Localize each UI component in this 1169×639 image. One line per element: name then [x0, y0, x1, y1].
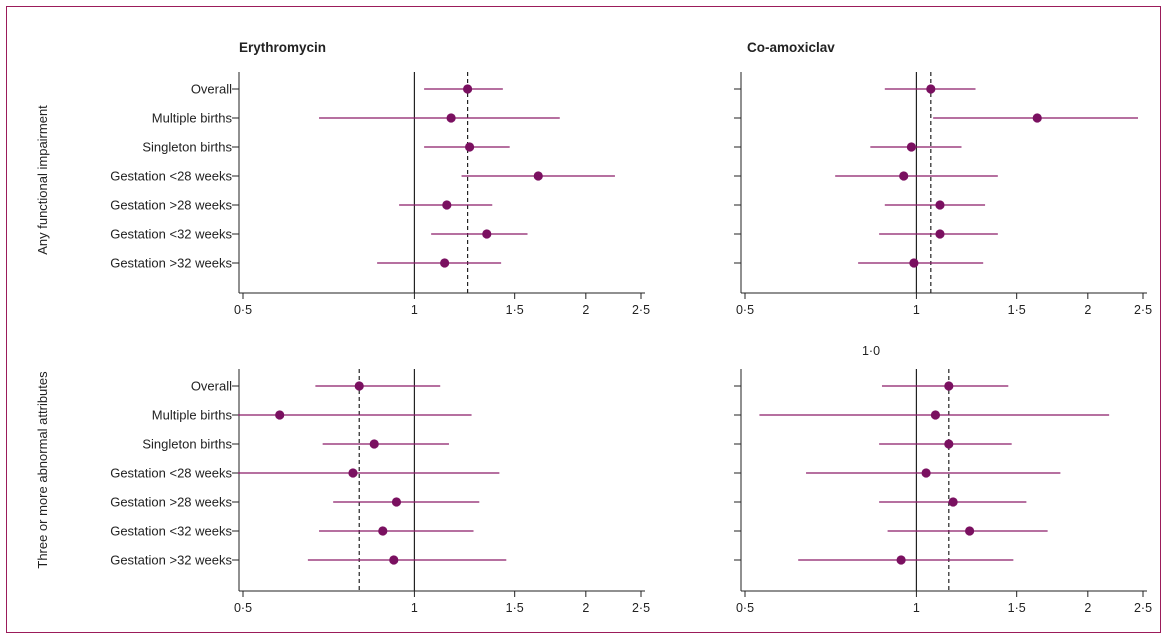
point-estimate [944, 381, 954, 391]
x-tick-label: 1 [411, 601, 418, 615]
x-tick-label: 1·5 [1008, 601, 1026, 615]
point-estimate [921, 468, 931, 478]
x-tick-label: 1 [913, 303, 920, 317]
x-tick-label: 0·5 [736, 601, 754, 615]
point-estimate [442, 200, 452, 210]
x-tick-label: 0·5 [234, 303, 252, 317]
point-estimate [899, 171, 909, 181]
point-estimate [446, 113, 456, 123]
x-tick-label: 2·5 [1134, 303, 1152, 317]
point-estimate [378, 526, 388, 536]
category-label: Overall [191, 82, 232, 97]
point-estimate [909, 258, 919, 268]
x-tick-label: 2 [1084, 601, 1091, 615]
point-estimate [906, 142, 917, 152]
x-tick-label: 1·5 [1008, 303, 1026, 317]
category-label: Multiple births [152, 408, 233, 423]
point-estimate [389, 555, 399, 565]
category-label: Gestation <28 weeks [110, 466, 232, 481]
point-estimate [275, 410, 285, 420]
x-tick-label: 1·5 [506, 303, 524, 317]
category-label: Gestation >28 weeks [110, 198, 232, 213]
category-label: Gestation <32 weeks [110, 524, 232, 539]
point-estimate [935, 229, 945, 239]
point-estimate [1032, 113, 1042, 123]
point-estimate [935, 200, 945, 210]
point-estimate [440, 258, 450, 268]
point-estimate [965, 526, 975, 536]
category-label: Gestation <28 weeks [110, 169, 232, 184]
category-label: Singleton births [142, 140, 232, 155]
x-tick-label: 2·5 [1134, 601, 1152, 615]
row-title-functional-impairment: Any functional impairment [35, 105, 50, 255]
category-label: Gestation <32 weeks [110, 227, 232, 242]
x-tick-label: 2·5 [632, 303, 650, 317]
point-estimate [354, 381, 364, 391]
point-estimate [896, 555, 906, 565]
x-tick-label: 1 [913, 601, 920, 615]
row-title-abnormal-attributes: Three or more abnormal attributes [35, 371, 50, 569]
point-estimate [533, 171, 543, 181]
point-estimate [464, 142, 475, 152]
point-estimate [926, 84, 936, 94]
x-tick-label: 2 [582, 303, 589, 317]
figure-frame [6, 6, 1161, 633]
point-estimate [944, 439, 954, 449]
x-tick-label: 2·5 [632, 601, 650, 615]
point-estimate [948, 497, 958, 507]
x-tick-label: 2 [1084, 303, 1091, 317]
x-tick-label: 0·5 [234, 601, 252, 615]
panel-title-co-amoxiclav: Co-amoxiclav [747, 40, 835, 55]
extra-axis-label: 1·0 [862, 344, 880, 358]
category-label: Singleton births [142, 437, 232, 452]
category-label: Overall [191, 379, 232, 394]
point-estimate [482, 229, 492, 239]
point-estimate [463, 84, 473, 94]
x-tick-label: 2 [582, 601, 589, 615]
point-estimate [391, 497, 402, 507]
category-label: Gestation >32 weeks [110, 256, 232, 271]
point-estimate [930, 410, 941, 420]
x-tick-label: 0·5 [736, 303, 754, 317]
category-label: Gestation >28 weeks [110, 495, 232, 510]
point-estimate [348, 468, 358, 478]
category-label: Multiple births [152, 111, 233, 126]
panel-title-erythromycin: Erythromycin [239, 40, 326, 55]
x-tick-label: 1 [411, 303, 418, 317]
x-tick-label: 1·5 [506, 601, 524, 615]
point-estimate [369, 439, 379, 449]
category-label: Gestation >32 weeks [110, 553, 232, 568]
